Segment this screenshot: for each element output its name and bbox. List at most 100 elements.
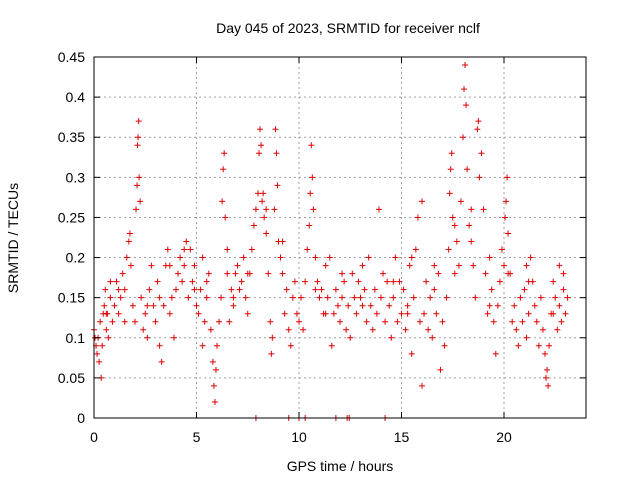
data-point xyxy=(480,206,487,213)
data-point xyxy=(310,206,317,213)
data-point xyxy=(304,246,311,253)
data-point xyxy=(474,126,481,133)
data-point xyxy=(519,318,526,325)
data-point xyxy=(431,286,438,293)
data-point xyxy=(421,310,428,317)
data-point xyxy=(199,342,206,349)
data-point xyxy=(127,262,134,269)
y-tick-label: 0.15 xyxy=(58,290,85,306)
data-point xyxy=(250,222,257,229)
data-point xyxy=(369,326,376,333)
data-point xyxy=(133,206,140,213)
data-point xyxy=(212,366,219,373)
data-point xyxy=(135,118,142,125)
data-point xyxy=(144,334,151,341)
y-tick-label: 0.2 xyxy=(66,250,86,266)
data-point xyxy=(289,294,296,301)
data-point xyxy=(230,294,237,301)
data-point xyxy=(274,182,281,189)
data-point xyxy=(419,382,425,389)
data-point xyxy=(554,326,561,333)
data-point xyxy=(109,318,116,325)
data-point xyxy=(443,294,450,301)
data-point xyxy=(296,318,302,325)
data-point xyxy=(309,174,316,181)
data-point xyxy=(201,318,208,325)
data-point xyxy=(363,318,370,325)
data-point xyxy=(96,358,103,365)
data-point xyxy=(219,198,226,205)
data-point xyxy=(544,366,551,373)
data-point xyxy=(255,190,261,197)
data-point xyxy=(138,294,145,301)
data-point xyxy=(238,278,245,285)
data-point xyxy=(455,262,462,269)
data-point xyxy=(446,190,453,197)
data-point xyxy=(105,334,112,341)
data-point xyxy=(97,318,104,325)
data-point xyxy=(463,102,470,109)
data-point xyxy=(394,318,401,325)
data-point xyxy=(486,302,493,309)
data-point xyxy=(291,278,298,285)
data-point xyxy=(326,254,333,261)
data-point xyxy=(103,326,110,333)
data-point xyxy=(306,222,313,229)
data-point xyxy=(439,318,446,325)
data-point xyxy=(416,318,423,325)
data-point xyxy=(550,310,557,317)
data-point xyxy=(478,150,485,157)
data-point xyxy=(400,286,407,293)
data-point xyxy=(412,246,419,253)
data-point xyxy=(226,318,233,325)
data-point xyxy=(337,318,343,325)
data-point xyxy=(494,302,501,309)
data-point xyxy=(258,142,265,149)
data-point xyxy=(525,278,532,285)
data-point xyxy=(332,286,339,293)
y-tick-label: 0.3 xyxy=(66,169,86,185)
data-point xyxy=(125,238,132,245)
data-point xyxy=(449,214,456,221)
data-point xyxy=(221,150,228,157)
data-point xyxy=(527,254,534,261)
data-point xyxy=(244,310,251,317)
data-point xyxy=(259,198,266,205)
grid-lines xyxy=(94,57,586,418)
data-point xyxy=(123,254,130,261)
data-point xyxy=(322,310,329,317)
data-point xyxy=(546,342,553,349)
data-point xyxy=(115,310,122,317)
data-point xyxy=(345,302,352,309)
y-axis-label: SRMTID / TECUs xyxy=(5,183,21,293)
data-point xyxy=(486,254,493,261)
data-point xyxy=(160,302,167,309)
data-point xyxy=(504,174,511,181)
data-point xyxy=(468,206,475,213)
data-point xyxy=(152,318,159,325)
data-point xyxy=(144,302,151,309)
data-point xyxy=(392,254,399,261)
data-point xyxy=(277,254,284,261)
data-point xyxy=(312,254,319,261)
data-point xyxy=(484,310,491,317)
data-point xyxy=(505,230,512,237)
data-point xyxy=(185,294,192,301)
data-point xyxy=(347,334,354,341)
data-point xyxy=(445,246,452,253)
data-point xyxy=(293,310,300,317)
data-point xyxy=(273,150,280,157)
data-point xyxy=(509,318,516,325)
data-point xyxy=(140,326,147,333)
data-point xyxy=(468,238,475,245)
data-point xyxy=(177,254,184,261)
data-point xyxy=(129,302,136,309)
data-point xyxy=(373,310,380,317)
data-point xyxy=(308,142,315,149)
y-tick-label: 0.05 xyxy=(58,370,85,386)
data-point xyxy=(451,222,458,229)
data-point xyxy=(220,166,227,173)
data-point xyxy=(429,334,436,341)
data-point xyxy=(135,134,142,141)
data-point xyxy=(260,190,267,197)
